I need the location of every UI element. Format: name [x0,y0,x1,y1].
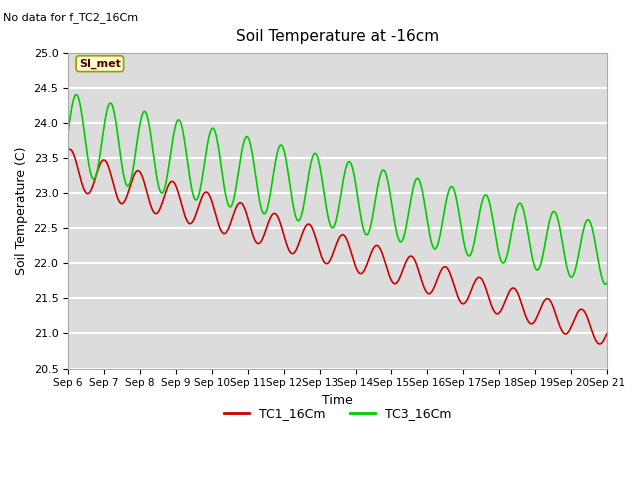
Text: SI_met: SI_met [79,59,121,69]
Text: No data for f_TC2_16Cm: No data for f_TC2_16Cm [3,12,138,23]
X-axis label: Time: Time [322,394,353,407]
TC3_16Cm [593,248,600,253]
TC3_16Cm [294,218,302,224]
TC1_16Cm [271,211,279,216]
TC3_16Cm [534,266,542,272]
TC1_16Cm [593,339,600,345]
TC3_16Cm [126,180,134,186]
Title: Soil Temperature at -16cm: Soil Temperature at -16cm [236,29,439,44]
TC3_16Cm [271,162,279,168]
Line: TC3_16Cm: TC3_16Cm [68,95,607,284]
TC3_16Cm [72,92,80,97]
TC1_16Cm [64,147,72,153]
TC3_16Cm [64,128,72,134]
TC1_16Cm [126,184,134,190]
Legend: TC1_16Cm, TC3_16Cm: TC1_16Cm, TC3_16Cm [218,403,456,425]
TC1_16Cm [294,242,302,248]
TC1_16Cm [534,311,542,316]
TC3_16Cm [602,281,609,287]
TC1_16Cm [596,341,604,347]
TC3_16Cm [603,280,611,286]
TC1_16Cm [66,146,74,152]
Y-axis label: Soil Temperature (C): Soil Temperature (C) [15,146,28,275]
TC1_16Cm [603,331,611,336]
TC1_16Cm [158,202,166,207]
TC3_16Cm [158,190,166,196]
Line: TC1_16Cm: TC1_16Cm [68,149,607,344]
